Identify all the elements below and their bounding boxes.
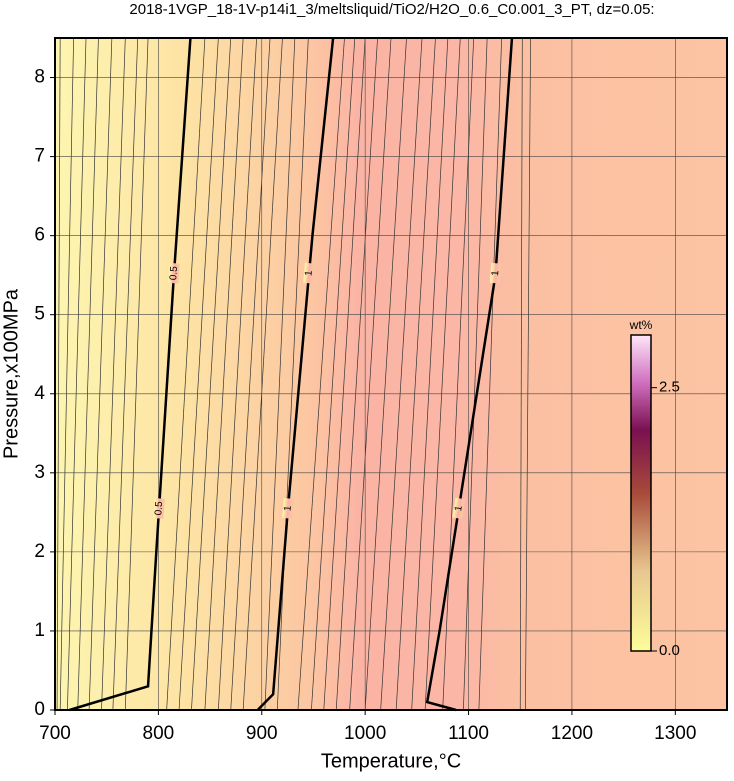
minor-contour (349, 37, 392, 711)
y-axis-label: Pressure,x100MPa (0, 288, 22, 459)
colorbar-tick-label: 0.0 (659, 642, 680, 659)
minor-contour (88, 37, 113, 711)
minor-contour (101, 37, 126, 711)
y-tick-label: 6 (34, 225, 45, 246)
contour-label-bg (168, 262, 180, 284)
plot-background (55, 38, 727, 710)
minor-contour (519, 37, 523, 711)
minor-contour (242, 37, 283, 711)
minor-contour (478, 37, 502, 711)
minor-contour (335, 37, 378, 711)
y-tick-label: 1 (34, 620, 45, 641)
y-tick-label: 3 (34, 462, 45, 483)
minor-contour (204, 37, 244, 711)
minor-contour (230, 37, 271, 711)
minor-contour (311, 37, 356, 711)
contour-label: 1 (303, 270, 314, 277)
minor-contour (380, 37, 423, 711)
minor-contour (323, 37, 366, 711)
contour-label-bg (303, 262, 315, 284)
contour-label-bg (489, 262, 502, 284)
y-tick-label: 4 (34, 383, 45, 404)
y-tick-label: 5 (34, 304, 45, 325)
x-tick-label: 900 (246, 723, 278, 744)
minor-contour (364, 37, 407, 711)
contour-label-bg (153, 498, 165, 519)
minor-contour (166, 37, 206, 711)
y-tick-label: 8 (34, 67, 45, 88)
minor-contour (67, 37, 87, 711)
minor-contour (264, 37, 296, 711)
contour-label: 1 (490, 270, 501, 277)
x-tick-label: 700 (39, 723, 71, 744)
y-tick-label: 7 (34, 146, 45, 167)
contour-label: 0.5 (153, 501, 165, 516)
minor-contour (217, 37, 257, 711)
plot-frame (54, 37, 728, 711)
minor-contour (525, 37, 531, 711)
minor-contour (276, 37, 309, 711)
x-tick-label: 1000 (344, 723, 386, 744)
contour-label-bg (282, 497, 294, 519)
minor-contour (77, 37, 99, 711)
minor-contour (395, 37, 436, 711)
minor-contour (124, 37, 149, 711)
contour-label: 0.5 (168, 265, 180, 280)
minor-contour (59, 37, 74, 711)
colorbar (630, 334, 652, 652)
x-tick-label: 1100 (448, 723, 489, 744)
contour-line (425, 37, 514, 712)
contour-label: 1 (282, 505, 293, 512)
x-tick-label: 800 (143, 723, 175, 744)
minor-contour (178, 37, 219, 711)
minor-contour (424, 37, 461, 711)
chart-title: 2018-1VGP_18-1V-p14i1_3/meltsliquid/TiO2… (129, 1, 654, 18)
minor-contour (297, 37, 345, 711)
contour-label-bg (452, 497, 466, 520)
minor-contour (463, 37, 488, 711)
colorbar-label: wt% (629, 318, 653, 332)
y-tick-label: 2 (34, 541, 45, 562)
contour-label: 1 (453, 504, 465, 512)
minor-contour (411, 37, 449, 711)
x-tick-label: 1200 (551, 723, 593, 744)
minor-contour (56, 37, 61, 711)
minor-contour (191, 37, 232, 711)
minor-contour (112, 37, 139, 711)
y-tick-label: 0 (34, 699, 45, 720)
colorbar-tick-label: 2.5 (659, 379, 680, 396)
contour-line (69, 37, 192, 712)
x-tick-label: 1300 (654, 723, 696, 744)
x-axis-label: Temperature,°C (321, 750, 461, 772)
